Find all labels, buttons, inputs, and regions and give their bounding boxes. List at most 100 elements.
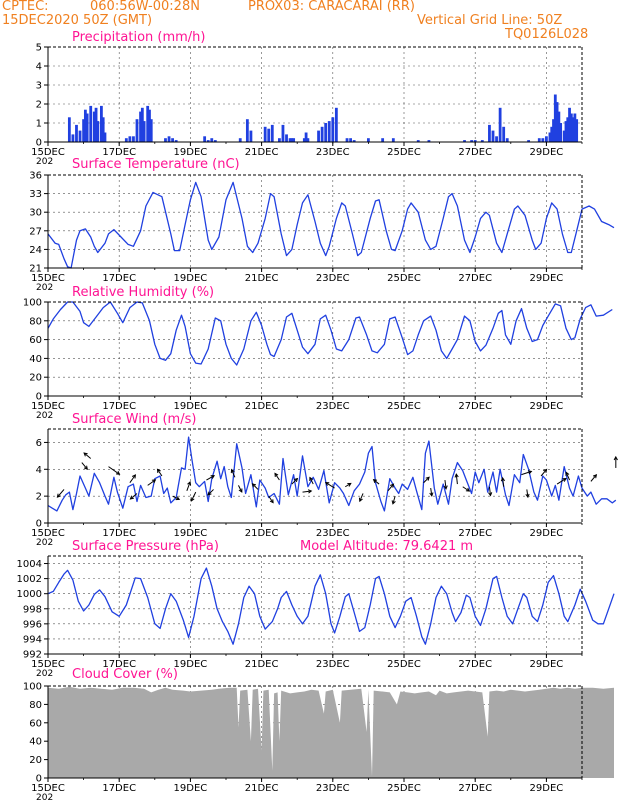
wind-vector-head [274, 472, 279, 477]
precip-bar [83, 109, 87, 142]
wind-vector-shaft [359, 493, 364, 502]
x-tick-label: 15DEC [31, 401, 65, 412]
x-tick-label: 21DEC [245, 401, 279, 412]
wind-vector-shaft [291, 478, 298, 485]
precip-bar [238, 138, 242, 142]
precip-bar [75, 124, 78, 142]
wind-vector [156, 468, 163, 477]
wind-vector-head [390, 483, 395, 488]
wind-vector-shaft [556, 478, 567, 485]
x-tick-label: 19DEC [174, 659, 208, 670]
wind-vector [302, 489, 313, 494]
wind-vector [129, 493, 138, 500]
wind-vector-head [129, 495, 134, 500]
precip-bar [569, 113, 573, 142]
precip-bar [213, 140, 217, 142]
precip-bar [537, 138, 541, 142]
wind-vector [309, 476, 314, 485]
precip-bar [381, 138, 385, 142]
wind-vector-head [238, 488, 243, 493]
wind-vector [500, 476, 506, 487]
precip-bar [101, 117, 105, 142]
precip-bar [148, 109, 151, 142]
wind-vector-shaft [444, 479, 447, 489]
x-tick-label: 21DEC [245, 528, 279, 539]
precip-bar [290, 138, 294, 142]
x-tick-label: 27DEC [458, 528, 492, 539]
x-tick-label: 17DEC [102, 147, 136, 158]
precip-bar [320, 126, 324, 142]
y-tick-label: 27 [29, 226, 42, 237]
year-fragment: 202 [36, 793, 53, 800]
x-tick-label: 25DEC [387, 273, 421, 284]
x-tick-label: 29DEC [530, 273, 564, 284]
wind-vector-head [425, 476, 430, 481]
precip-bar [391, 138, 395, 142]
wind-vector-head [527, 470, 533, 475]
year-fragment: 202 [36, 411, 53, 421]
wind-vector-shaft [206, 475, 215, 481]
precip-bar [480, 140, 484, 142]
wind-vector [565, 471, 570, 481]
panel-title: Precipitation (mm/h) [72, 30, 205, 45]
wind-vector [345, 482, 352, 488]
precip-bar [349, 138, 352, 142]
wind-vector-shaft [392, 496, 396, 504]
series-line [47, 181, 615, 269]
wind-vector-shaft [238, 485, 243, 493]
wind-vector-shaft [172, 495, 180, 500]
wind-vector [230, 468, 236, 478]
wind-vector-head [525, 493, 530, 499]
y-tick-label: 40 [29, 737, 42, 748]
x-tick-label: 21DEC [245, 659, 279, 670]
y-tick-label: 60 [29, 335, 42, 346]
wind-vector [488, 486, 493, 497]
x-tick-label: 23DEC [316, 273, 350, 284]
panel-title: Surface Wind (m/s) [72, 412, 196, 427]
wind-vector [540, 468, 548, 477]
wind-vector-shaft [83, 452, 92, 459]
y-tick-label: 1004 [17, 559, 42, 570]
wind-vector-head [175, 496, 181, 501]
wind-vector [190, 491, 197, 502]
precip-bar [245, 119, 249, 142]
x-tick-label: 15DEC [31, 273, 65, 284]
y-tick-label: 80 [29, 700, 42, 711]
x-tick-label: 23DEC [316, 783, 350, 794]
y-tick-label: 992 [23, 650, 42, 661]
precip-bar [550, 126, 554, 142]
precip-bar [92, 111, 96, 142]
wind-vector [274, 472, 280, 481]
panel-title: Surface Temperature (nC) [72, 157, 240, 172]
wind-vector [358, 493, 364, 503]
precip-bar [491, 130, 495, 142]
wind-vector-shaft [231, 469, 236, 478]
precip-bar [552, 119, 555, 142]
x-tick-label: 29DEC [530, 783, 564, 794]
x-tick-label: 19DEC [174, 783, 208, 794]
precip-bar [562, 130, 566, 142]
precip-bar [571, 117, 575, 142]
y-tick-label: 1 [36, 119, 42, 130]
wind-vector-head [151, 479, 157, 484]
precip-bar [502, 126, 506, 142]
wind-vector [251, 483, 259, 490]
precip-bar [288, 138, 292, 142]
wind-vector [525, 489, 530, 499]
y-tick-label: 4 [36, 62, 42, 73]
precip-bar [132, 136, 135, 142]
x-tick-label: 17DEC [102, 401, 136, 412]
precip-bar [94, 107, 98, 142]
precip-bar [559, 123, 563, 142]
y-tick-label: 2 [36, 492, 42, 503]
wind-vector-head [324, 482, 330, 486]
precip-bar [140, 107, 144, 142]
wind-vector-shaft [590, 474, 597, 482]
year-fragment: 202 [36, 538, 53, 548]
series-line [47, 567, 615, 645]
precip-bar [171, 138, 174, 142]
wind-vector [423, 476, 430, 484]
header-run: 15DEC2020 50Z (GMT) [2, 13, 153, 28]
wind-vector-shaft [488, 486, 492, 496]
precip-bar [548, 132, 552, 142]
